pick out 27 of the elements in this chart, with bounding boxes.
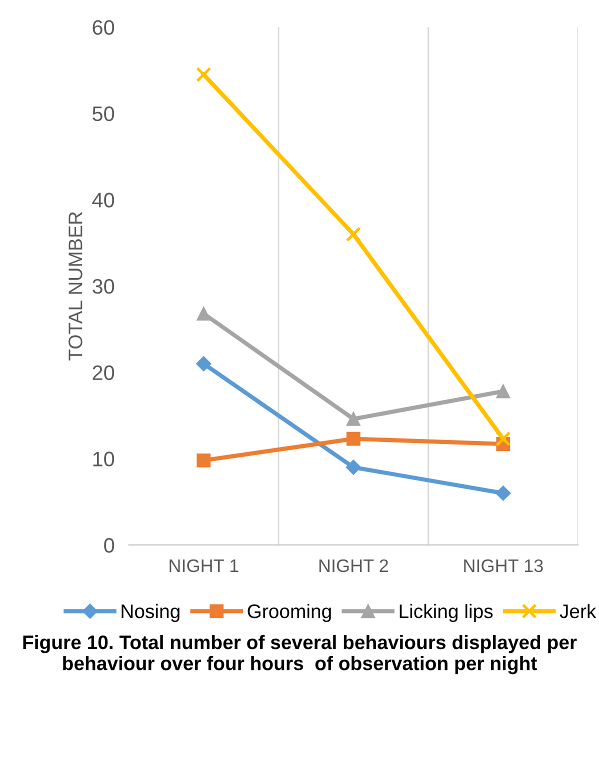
point bbox=[196, 453, 211, 468]
point bbox=[196, 66, 212, 82]
legend-label: Grooming bbox=[248, 604, 331, 622]
legend-label: Licking lips bbox=[400, 604, 493, 622]
point bbox=[496, 431, 511, 446]
x-tick-label: NIGHT 13 bbox=[464, 559, 543, 572]
point bbox=[196, 306, 211, 321]
x-tick-label: NIGHT 1 bbox=[170, 559, 238, 572]
point bbox=[496, 384, 510, 398]
y-tick-label: 60 bbox=[92, 20, 114, 35]
x-tick-label: NIGHT 2 bbox=[319, 559, 388, 572]
caption: Figure 10. Total number of several behaviours displayed per behaviour over four hours of observation per night bbox=[23, 634, 577, 674]
point bbox=[196, 356, 212, 372]
point bbox=[346, 226, 362, 242]
point bbox=[346, 412, 360, 426]
point bbox=[346, 460, 361, 475]
point bbox=[346, 432, 360, 446]
legend-label: Nosing bbox=[122, 604, 180, 622]
y-tick-label: 40 bbox=[92, 192, 114, 208]
y-tick-label: 30 bbox=[92, 279, 114, 294]
y-tick-label: 0 bbox=[104, 538, 114, 553]
y-axis-title: TOTAL NUMBER bbox=[68, 212, 82, 361]
y-tick-label: 50 bbox=[92, 106, 114, 122]
legend-label: Jerk bbox=[560, 604, 596, 618]
point bbox=[496, 486, 511, 501]
y-tick-label: 20 bbox=[92, 365, 114, 380]
y-tick-label: 10 bbox=[93, 452, 114, 466]
